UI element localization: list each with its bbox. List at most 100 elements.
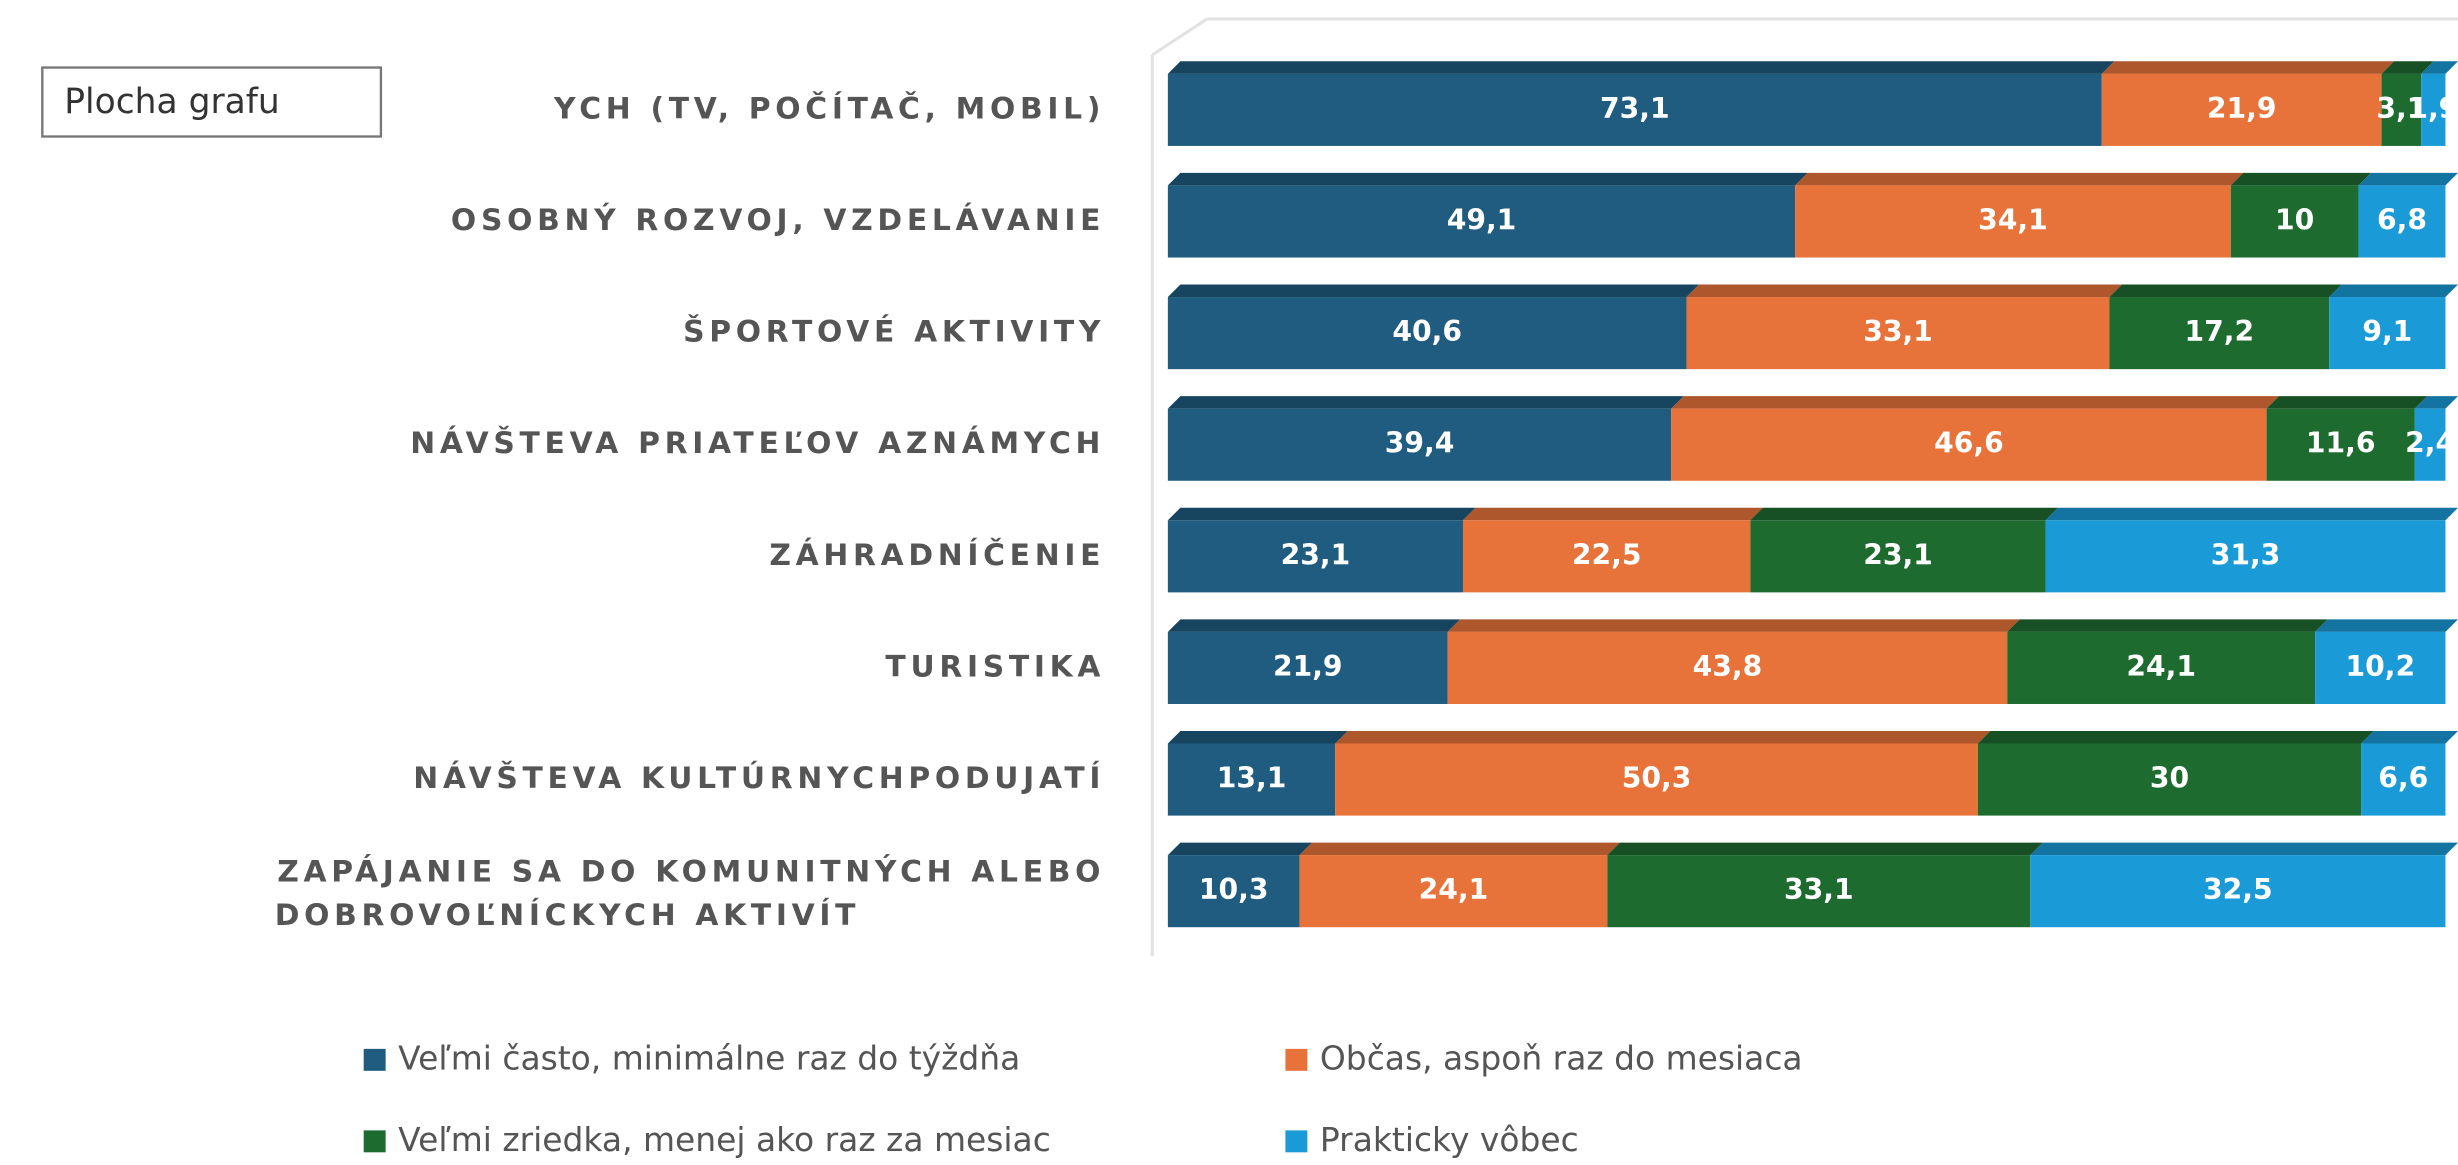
data-label: 6,8 xyxy=(2377,203,2427,236)
bar-segment xyxy=(2421,61,2458,146)
bar xyxy=(2109,297,2330,370)
data-label: 34,1 xyxy=(1978,203,2048,236)
bar-top xyxy=(2315,619,2458,632)
bar xyxy=(2101,73,2382,146)
bar xyxy=(1447,631,2008,704)
category-label: ZAPÁJANIE SA DO KOMUNITNÝCH ALEBO DOBROVO… xyxy=(275,852,1105,933)
bar-segment xyxy=(2109,284,2342,370)
bar-segment xyxy=(1335,730,1991,816)
bar xyxy=(2361,743,2446,816)
bar xyxy=(2381,73,2422,146)
bar-top xyxy=(2007,619,2328,632)
bar-top xyxy=(1167,842,1312,856)
bar-top xyxy=(1462,507,1763,521)
data-label: 1,9 xyxy=(2408,92,2458,125)
data-label: 39,4 xyxy=(1385,427,1455,460)
bar-top xyxy=(1299,842,1620,856)
bar-top xyxy=(1447,619,2020,632)
bar-segment xyxy=(2101,61,2395,146)
data-label: 10,2 xyxy=(2346,650,2416,683)
bar xyxy=(2414,408,2446,481)
data-label: 33,1 xyxy=(1863,315,1933,348)
bar xyxy=(2266,408,2415,481)
bar xyxy=(1167,855,1300,928)
bar-top xyxy=(2421,61,2458,74)
tooltip-text: Plocha grafu xyxy=(64,82,279,122)
bar-top xyxy=(2329,284,2458,298)
bar xyxy=(2007,631,2316,704)
bar-segment xyxy=(2045,507,2458,593)
legend-swatch xyxy=(363,1048,386,1071)
bar-segment xyxy=(1462,507,1763,593)
data-label: 32,5 xyxy=(2203,873,2273,906)
category-label: TURISTIKA xyxy=(885,649,1105,684)
data-label: 17,2 xyxy=(2185,315,2255,348)
bar-segment xyxy=(2230,172,2372,258)
category-label: NÁVŠTEVA KULTÚRNYCHPODUJATÍ xyxy=(413,759,1105,796)
bar-segment xyxy=(1167,61,2115,146)
data-label: 11,6 xyxy=(2306,427,2376,460)
category-label: ZÁHRADNÍČENIE xyxy=(769,536,1105,573)
data-label: 73,1 xyxy=(1600,92,1670,125)
bar-top xyxy=(1607,842,2043,856)
bar-segment xyxy=(1167,172,1808,258)
bar-segment xyxy=(1167,507,1476,593)
bar xyxy=(2230,185,2359,258)
bar xyxy=(2329,297,2446,370)
bar xyxy=(1335,743,1978,816)
data-label: 46,6 xyxy=(1934,427,2004,460)
legend-swatch xyxy=(1285,1048,1308,1071)
data-label: 50,3 xyxy=(1622,762,1692,795)
bar-segment xyxy=(1795,172,2244,258)
tooltip-box xyxy=(41,66,383,138)
data-label: 3,1 xyxy=(2376,92,2426,125)
data-label: 30 xyxy=(2150,762,2189,795)
bar-segment xyxy=(1607,842,2043,928)
category-label: NÁVŠTEVA PRIATEĽOV AZNÁMYCH xyxy=(410,424,1105,461)
data-label: 40,6 xyxy=(1392,315,1462,348)
category-label: YCH (TV, POČÍTAČ, MOBIL) xyxy=(553,89,1105,126)
legend-label: Občas, aspoň raz do mesiaca xyxy=(1320,1038,1803,1077)
data-label: 31,3 xyxy=(2211,538,2281,571)
legend-label: Veľmi často, minimálne raz do týždňa xyxy=(398,1038,1020,1077)
legend-label: Veľmi zriedka, menej ako raz za mesiac xyxy=(398,1120,1051,1159)
legend-swatch xyxy=(1285,1130,1308,1153)
bar-top xyxy=(2230,172,2372,186)
data-label: 24,1 xyxy=(1419,873,1489,906)
bar-segment xyxy=(2266,396,2428,481)
bar-top xyxy=(1167,172,1808,186)
bar-top xyxy=(2045,507,2458,521)
data-label: 21,9 xyxy=(1273,650,1343,683)
bar-segment xyxy=(1167,842,1312,928)
category-label: ŠPORTOVÉ AKTIVITY xyxy=(683,313,1105,350)
data-label: 9,1 xyxy=(2362,315,2412,348)
bar xyxy=(2030,855,2446,928)
bar-segment xyxy=(1167,284,1700,370)
bar xyxy=(1607,855,2031,928)
data-label: 33,1 xyxy=(1784,873,1854,906)
data-label: 10,3 xyxy=(1199,873,1269,906)
bar-segment xyxy=(1299,842,1620,928)
bar-top xyxy=(2381,61,2434,74)
data-label: 23,1 xyxy=(1281,538,1351,571)
bar-top xyxy=(1167,507,1476,521)
bar xyxy=(1167,185,1796,258)
bar-top xyxy=(1795,172,2244,186)
bar-top xyxy=(1750,507,2059,521)
bar-top xyxy=(2109,284,2342,298)
category-label: OSOBNÝ ROZVOJ, VZDELÁVANIE xyxy=(451,201,1105,238)
bar-top xyxy=(1335,730,1991,744)
bar-segment xyxy=(2381,61,2434,146)
bar-top xyxy=(1167,396,1684,409)
data-label: 22,5 xyxy=(1572,538,1642,571)
bar-segment xyxy=(2329,284,2458,370)
data-label: 21,9 xyxy=(2207,92,2277,125)
data-label: 2,4 xyxy=(2405,427,2455,460)
bar-top xyxy=(1167,730,1348,744)
bar-segment xyxy=(2358,172,2458,258)
bar xyxy=(1167,73,2102,146)
bar-top xyxy=(1977,730,2374,744)
bar-segment xyxy=(1671,396,2280,481)
bar-top xyxy=(1167,61,2115,74)
bar-top xyxy=(1671,396,2280,409)
